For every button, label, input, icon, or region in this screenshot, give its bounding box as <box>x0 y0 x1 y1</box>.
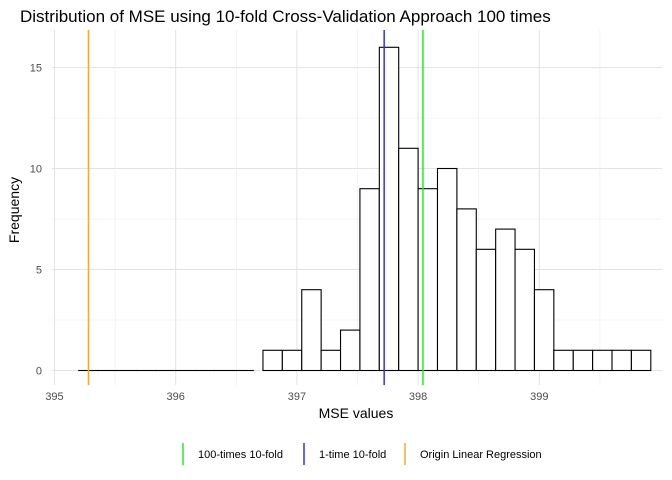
histogram-bar-14 <box>359 188 380 372</box>
histogram-bar-24 <box>553 349 574 372</box>
x-tick-label-0: 395 <box>45 391 63 403</box>
histogram-bar-28 <box>630 349 652 372</box>
histogram-bar-16 <box>398 147 419 372</box>
legend-label-1: 1-time 10-fold <box>319 449 386 461</box>
legend-label-2: Origin Linear Regression <box>420 449 542 461</box>
y-tick-label-2: 10 <box>30 164 42 176</box>
histogram-bar-9 <box>262 349 283 372</box>
histogram-bar-22 <box>514 248 536 372</box>
histogram-bar-21 <box>495 228 516 372</box>
histogram-bar-18 <box>436 167 458 372</box>
y-tick-label-1: 5 <box>36 265 42 277</box>
histogram-bar-10 <box>281 349 303 372</box>
histogram-bar-19 <box>456 208 477 372</box>
y-tick-label-3: 15 <box>30 63 42 75</box>
histogram-bar-11 <box>301 289 322 372</box>
tick-labels-layer: 395 396 397 398 399 0 5 10 15 <box>30 63 549 404</box>
legend-label-0: 100-times 10-fold <box>198 449 283 461</box>
histogram-bar-20 <box>475 248 497 372</box>
reference-lines-layer <box>87 30 424 385</box>
histogram-bar-25 <box>572 349 594 372</box>
y-axis-title: Frequency <box>6 177 22 243</box>
y-tick-label-0: 0 <box>36 366 42 378</box>
bars-layer <box>78 46 652 372</box>
histogram-bar-23 <box>533 289 555 372</box>
histogram-bar-27 <box>611 349 632 372</box>
x-tick-label-4: 399 <box>530 391 548 403</box>
chart-title: Distribution of MSE using 10-fold Cross-… <box>20 7 551 26</box>
histogram-bar-13 <box>339 329 361 372</box>
x-axis-title: MSE values <box>319 405 394 421</box>
x-tick-label-1: 396 <box>167 391 185 403</box>
histogram-bar-12 <box>320 349 342 372</box>
legend: 100-times 10-fold 1-time 10-fold Origin Li… <box>182 443 542 465</box>
histogram-bar-26 <box>592 349 613 372</box>
grid-layer <box>52 30 662 385</box>
x-tick-label-2: 397 <box>288 391 306 403</box>
histogram-bar-15 <box>378 46 400 372</box>
x-tick-label-3: 398 <box>409 391 427 403</box>
histogram-bar-17 <box>417 188 439 372</box>
